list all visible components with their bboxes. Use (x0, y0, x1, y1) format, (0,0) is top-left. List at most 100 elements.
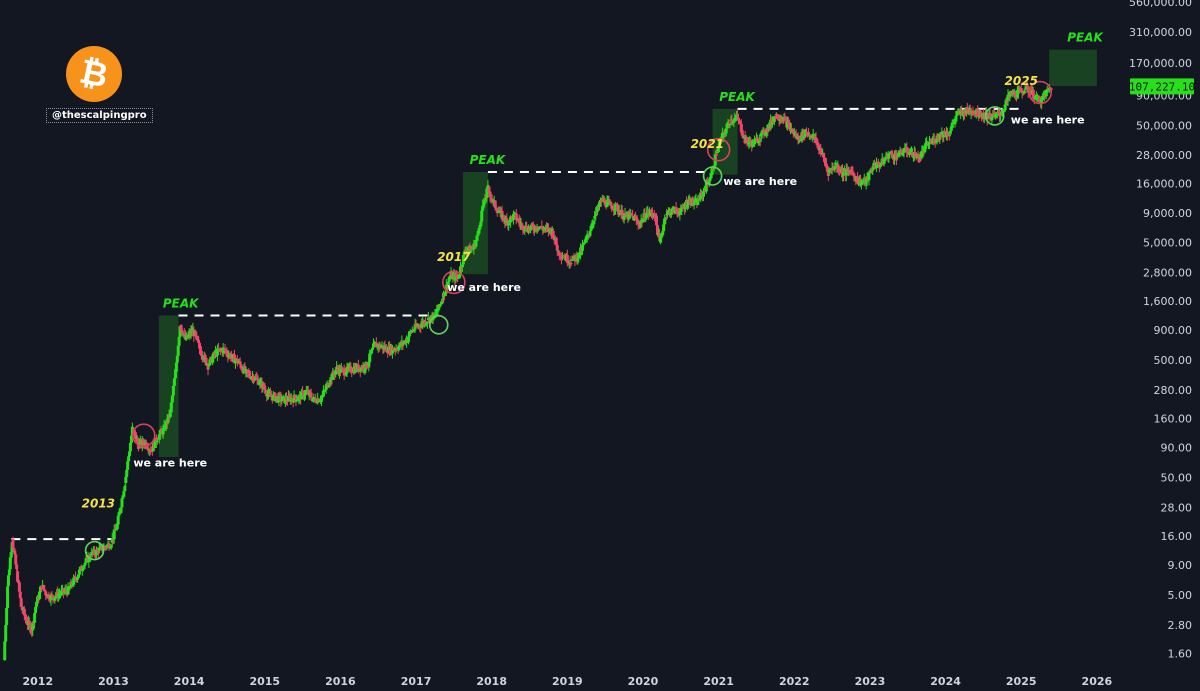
candle-body (688, 198, 692, 205)
candle-body (149, 451, 153, 453)
candle-body (356, 364, 360, 371)
y-tick-label: 50,000.00 (1136, 119, 1192, 132)
y-tick-label: 90.00 (1161, 442, 1193, 455)
candle-body (596, 205, 600, 212)
candle-body (664, 217, 668, 219)
candle-body (388, 346, 392, 355)
candle-body (169, 402, 173, 413)
candle-body (663, 218, 667, 225)
y-tick-label: 50.00 (1161, 472, 1193, 485)
candle-body (168, 410, 172, 417)
candle-body (327, 385, 331, 387)
candle-body (269, 396, 273, 398)
candle-body (273, 393, 277, 401)
candle-body (499, 210, 503, 212)
candle-body (831, 167, 835, 170)
candle-body (162, 425, 166, 429)
candle-body (853, 176, 857, 178)
price-tag-value: 107,227.10 (1129, 80, 1195, 93)
candle-body (599, 199, 603, 202)
candle-body (119, 507, 123, 512)
candle-body (155, 440, 159, 442)
candle-body (707, 180, 711, 185)
candle-body (530, 224, 534, 227)
candle-body (6, 586, 10, 608)
red-marker-circle (1028, 80, 1052, 105)
candle-body (555, 245, 559, 251)
candle-body (236, 362, 240, 364)
candle-body (988, 113, 992, 118)
candle-body (927, 144, 931, 146)
candle-body (7, 569, 11, 576)
candle-body (845, 168, 849, 171)
candle-body (366, 365, 370, 367)
candle-body (576, 258, 580, 261)
y-tick-label: 2,800.00 (1143, 266, 1192, 279)
candle-body (390, 347, 394, 354)
candle-body (171, 385, 175, 396)
candle-body (239, 364, 243, 369)
x-tick-label: 2024 (930, 675, 961, 688)
candle-body (314, 398, 318, 402)
candle-body (380, 345, 384, 347)
candle-body (189, 330, 193, 335)
candle-body (45, 595, 49, 599)
candle-body (897, 150, 901, 157)
x-tick-label: 2018 (476, 675, 507, 688)
candle-body (412, 329, 416, 331)
candle-body (583, 239, 587, 243)
candle-body (319, 397, 323, 401)
candle-body (894, 155, 898, 161)
candle-body (257, 383, 261, 385)
candle-body (538, 227, 542, 229)
candle-body (817, 144, 821, 151)
candle-body (674, 207, 678, 211)
candle-body (756, 141, 760, 143)
year-label: 2017 (437, 250, 471, 264)
candle-body (1023, 91, 1027, 93)
candle-body (448, 276, 452, 279)
candle-body (425, 322, 429, 324)
candle-body (951, 123, 955, 125)
candle-body (615, 203, 619, 205)
candle-body (585, 234, 589, 240)
candle-body (253, 377, 257, 380)
candle-body (494, 207, 498, 211)
candle-body (179, 324, 183, 331)
candle-body (98, 546, 102, 548)
candle-body (909, 151, 913, 153)
candle-body (120, 498, 124, 508)
x-tick-label: 2017 (401, 675, 432, 688)
candle-body (235, 358, 239, 364)
candle-body (725, 123, 729, 129)
candle-body (1020, 90, 1024, 94)
candle-body (979, 113, 983, 117)
candle-body (572, 255, 576, 258)
candle-body (823, 162, 827, 164)
candle-body (832, 169, 836, 171)
candle-body (994, 113, 998, 117)
candle-body (736, 117, 740, 121)
candle-body (597, 203, 601, 208)
x-tick-label: 2022 (779, 675, 810, 688)
candle-body (100, 545, 104, 551)
candle-body (59, 590, 63, 594)
candle-body (266, 394, 270, 397)
candle-body (1003, 104, 1007, 111)
candle-body (194, 331, 198, 336)
candle-body (873, 164, 877, 168)
candle-body (971, 110, 975, 113)
candle-body (551, 230, 555, 239)
candle-body (633, 216, 637, 219)
candle-body (145, 447, 149, 449)
candle-body (443, 291, 447, 296)
candle-body (125, 469, 129, 478)
candle-body (438, 304, 442, 307)
candle-body (295, 400, 299, 402)
candle-body (692, 202, 696, 204)
candle-body (883, 158, 887, 160)
candle-body (637, 224, 641, 228)
candle-body (323, 389, 327, 391)
candle-body (1044, 90, 1048, 97)
